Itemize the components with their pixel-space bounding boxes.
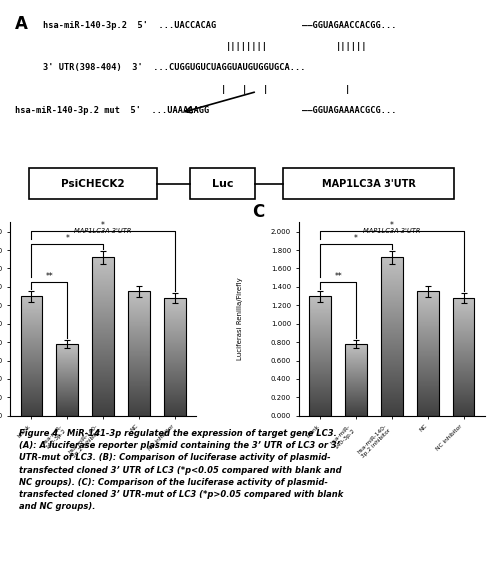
Text: hsa-miR-140-3p.2 mut  5'  ...UAAAAAGG: hsa-miR-140-3p.2 mut 5' ...UAAAAAGG [15, 106, 209, 115]
Bar [128, 292, 149, 416]
Text: **: ** [46, 272, 53, 281]
Bar [283, 168, 454, 200]
Bar [417, 292, 439, 416]
Text: *: * [390, 221, 394, 230]
Bar [453, 298, 474, 416]
Bar [309, 296, 331, 416]
Text: PsiCHECK2: PsiCHECK2 [61, 178, 125, 189]
Text: MAP1LC3A 3'UTR: MAP1LC3A 3'UTR [322, 178, 416, 189]
Text: |   |   |: | | | [221, 85, 269, 94]
Text: A: A [15, 15, 28, 33]
Text: C: C [252, 203, 264, 221]
Bar [93, 257, 114, 416]
Text: ||||||: |||||| [336, 42, 367, 51]
Text: MAP1LC3A 3'UTR: MAP1LC3A 3'UTR [363, 228, 421, 234]
Bar [29, 168, 157, 200]
Text: *: * [354, 234, 358, 243]
Bar [164, 298, 186, 416]
Text: ——GGUAGAAAACGCG...: ——GGUAGAAAACGCG... [302, 106, 396, 115]
Text: **: ** [334, 272, 342, 281]
Bar [56, 344, 78, 416]
Text: *: * [101, 221, 105, 230]
Text: MAP1LC3A 3'UTR: MAP1LC3A 3'UTR [74, 228, 132, 234]
Text: *: * [65, 234, 69, 243]
Text: Luc: Luc [212, 178, 233, 189]
Text: ||||||||: |||||||| [226, 42, 268, 51]
Bar [21, 296, 42, 416]
Text: |: | [345, 85, 350, 94]
Bar [346, 344, 367, 416]
Text: 3' UTR(398-404)  3'  ...CUGGUGUCUAGGUAUGUGGUGCA...: 3' UTR(398-404) 3' ...CUGGUGUCUAGGUAUGUG… [43, 63, 306, 73]
Y-axis label: Luciferasi Renilla/Firefly: Luciferasi Renilla/Firefly [237, 278, 243, 360]
Bar [191, 168, 254, 200]
Text: hsa-miR-140-3p.2  5'  ...UACCACAG: hsa-miR-140-3p.2 5' ...UACCACAG [43, 21, 216, 30]
Text: Figure 4.  MiR-141-3p regulated the expression of target gene LC3.
(A): A lucife: Figure 4. MiR-141-3p regulated the expre… [19, 429, 344, 511]
Bar [381, 257, 402, 416]
Text: ——GGUAGAACCACGG...: ——GGUAGAACCACGG... [302, 21, 396, 30]
